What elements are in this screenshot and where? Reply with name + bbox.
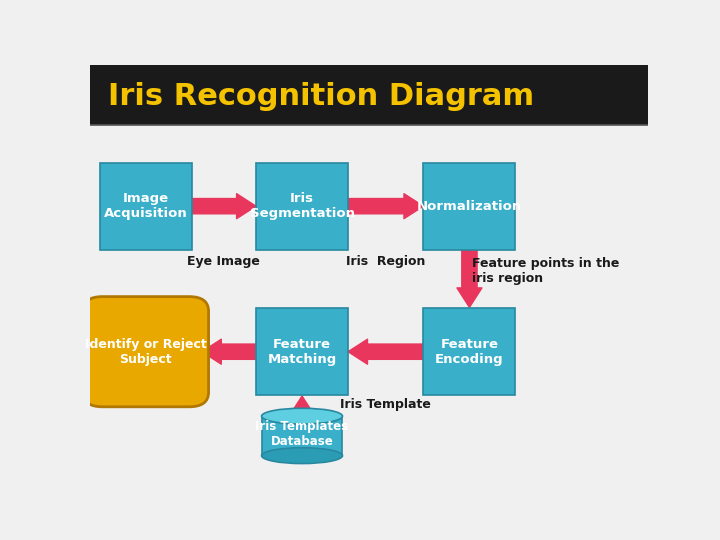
FancyArrowPatch shape: [348, 339, 423, 364]
FancyBboxPatch shape: [423, 163, 516, 250]
FancyBboxPatch shape: [83, 296, 209, 407]
Text: Feature
Encoding: Feature Encoding: [435, 338, 504, 366]
FancyBboxPatch shape: [256, 163, 348, 250]
FancyBboxPatch shape: [423, 308, 516, 395]
Text: Feature points in the
iris region: Feature points in the iris region: [472, 256, 620, 285]
FancyBboxPatch shape: [100, 163, 192, 250]
Text: Iris
Segmentation: Iris Segmentation: [250, 192, 354, 220]
Text: Iris Templates
Database: Iris Templates Database: [256, 420, 348, 448]
FancyArrowPatch shape: [192, 194, 256, 219]
Text: Normalization: Normalization: [417, 200, 522, 213]
FancyArrowPatch shape: [348, 194, 423, 219]
FancyArrowPatch shape: [457, 251, 482, 307]
Text: Iris Recognition Diagram: Iris Recognition Diagram: [108, 82, 534, 111]
Ellipse shape: [261, 408, 343, 424]
Text: Iris  Region: Iris Region: [346, 254, 426, 267]
Text: Iris Template: Iris Template: [341, 399, 431, 411]
FancyArrowPatch shape: [202, 339, 256, 364]
Polygon shape: [261, 416, 343, 456]
Text: Eye Image: Eye Image: [187, 254, 261, 267]
Text: Image
Acquisition: Image Acquisition: [104, 192, 188, 220]
Ellipse shape: [261, 448, 343, 463]
FancyArrowPatch shape: [289, 396, 315, 415]
FancyBboxPatch shape: [90, 65, 648, 125]
FancyBboxPatch shape: [256, 308, 348, 395]
Text: Identify or Reject
Subject: Identify or Reject Subject: [85, 338, 207, 366]
Text: Feature
Matching: Feature Matching: [267, 338, 337, 366]
